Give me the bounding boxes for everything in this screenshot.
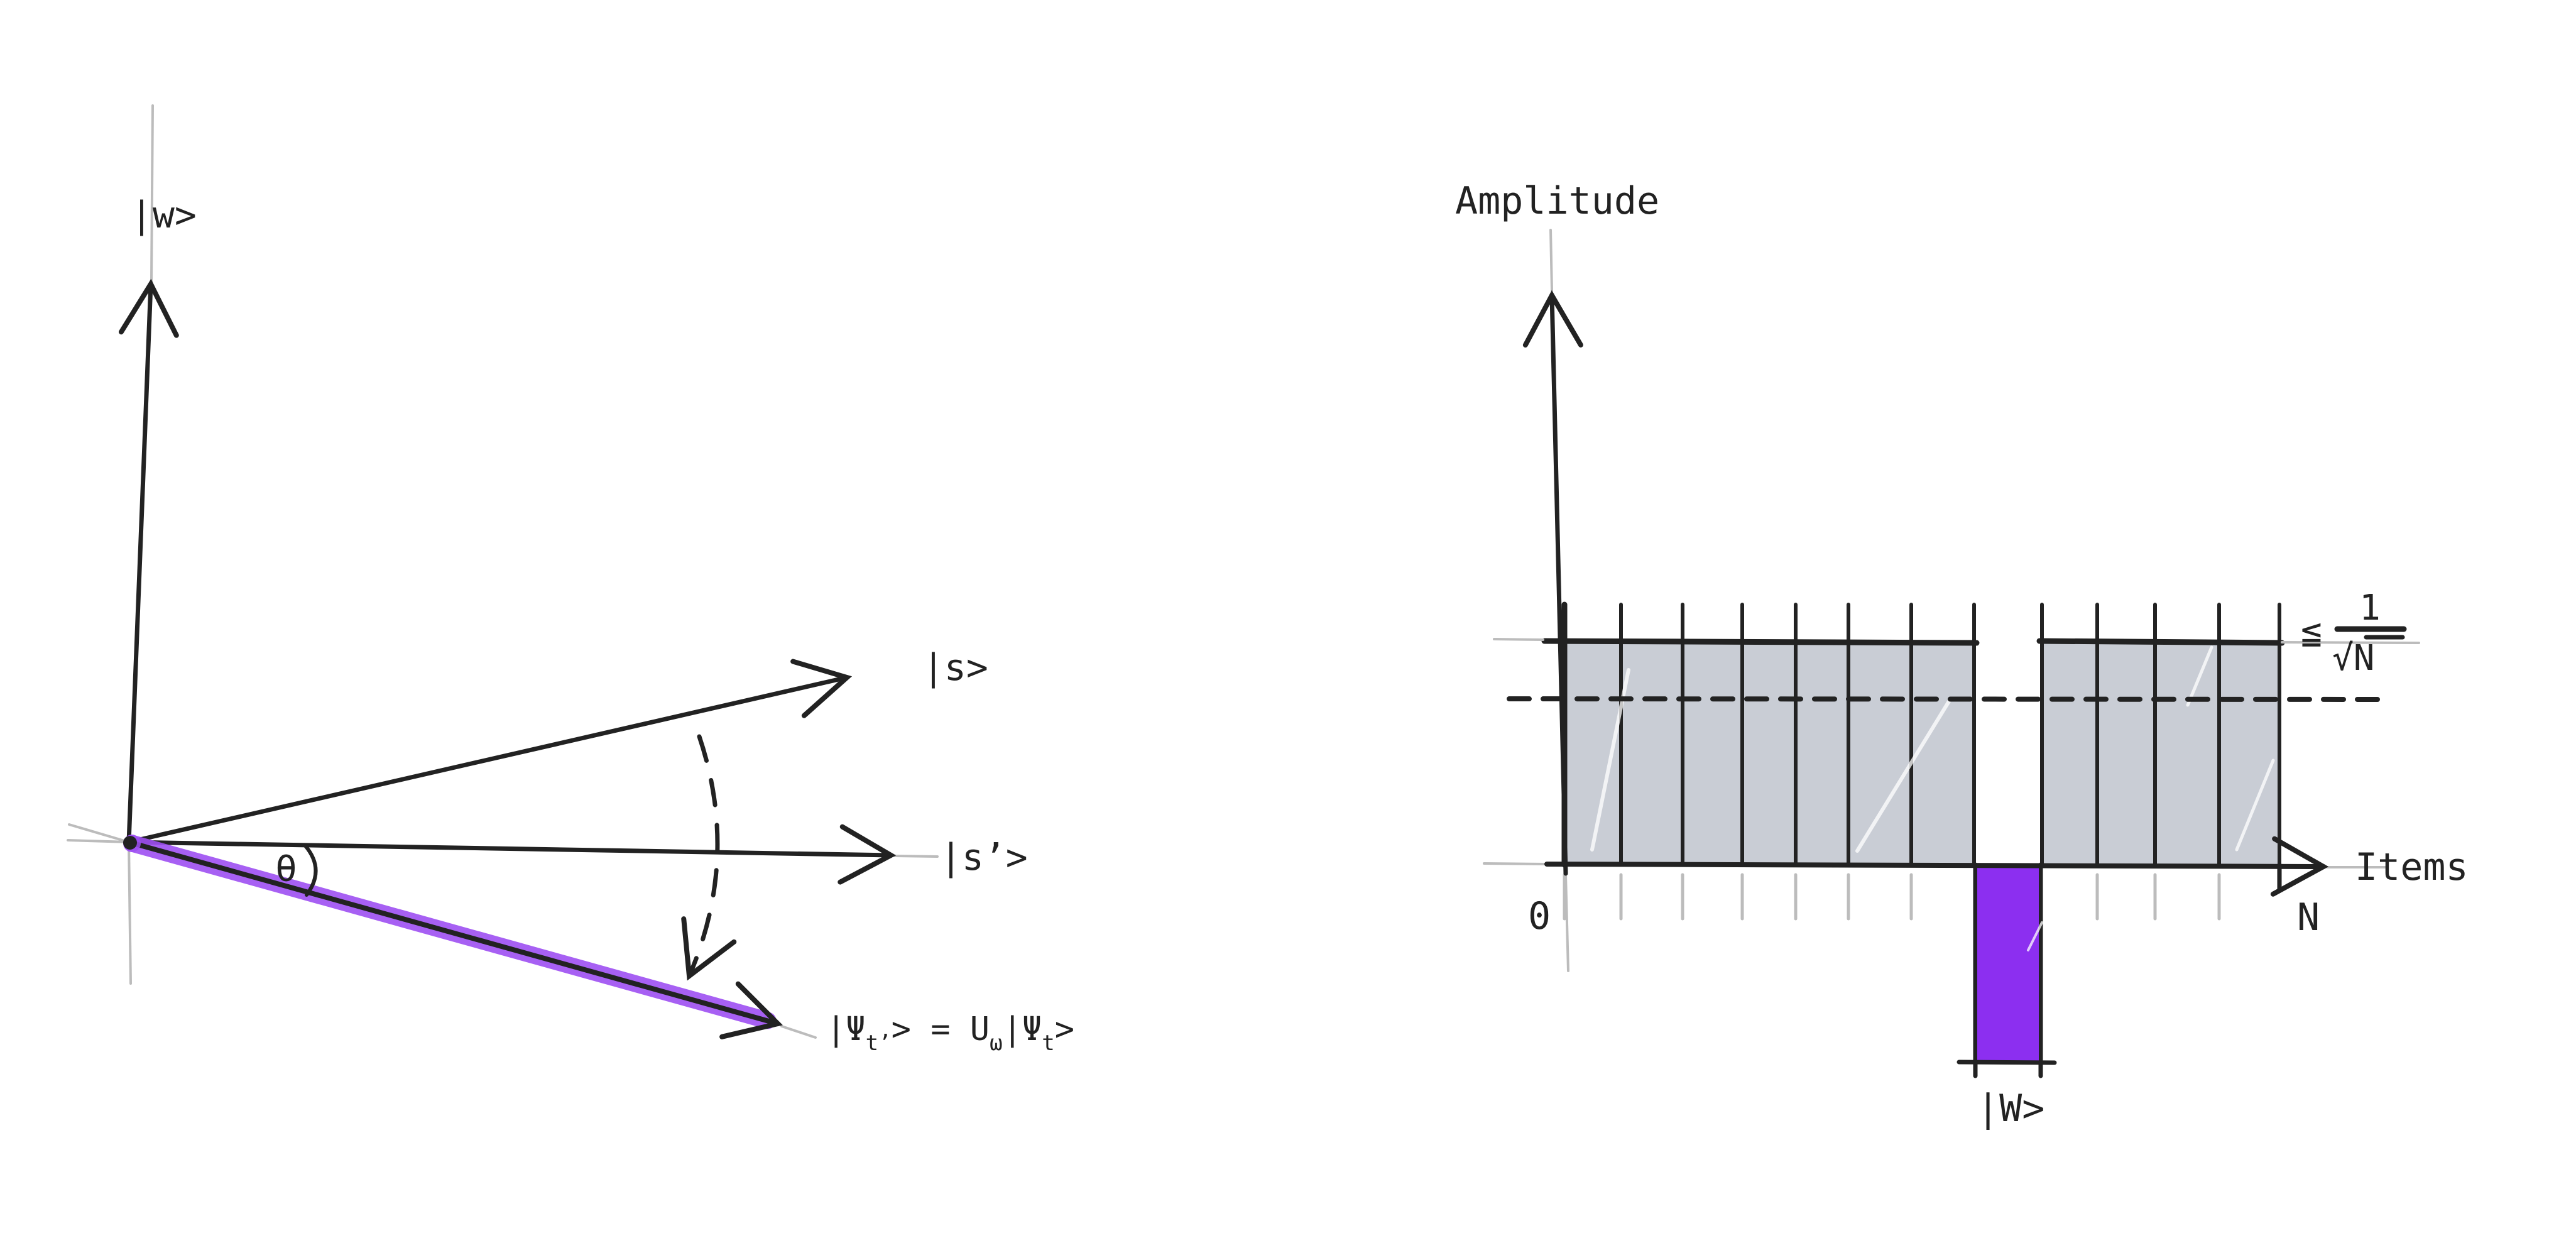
bars-layer <box>1541 601 2285 921</box>
x-axis-left-extension-line <box>67 839 130 843</box>
bars-top-edge-1 <box>1541 638 1980 646</box>
amplitude-bar-chart: Amplitude Items 0 N |W> ≦ 1 √N <box>1455 179 2469 1131</box>
rotation-dashed-arc <box>681 734 737 981</box>
origin-dot <box>123 836 137 850</box>
amplitude-axis-line <box>1522 290 1583 876</box>
streak-4 <box>2235 759 2275 852</box>
target-bar-layer <box>1957 862 2057 1078</box>
theta-angle-arc <box>303 844 318 897</box>
psi-vector-line <box>126 840 783 1039</box>
s-vector-line <box>126 659 853 845</box>
bound-denominator: √N <box>2332 638 2374 679</box>
w-axis-label: |w> <box>131 194 197 236</box>
s-prime-vector-label: |s’> <box>940 836 1028 879</box>
bars-top-left-extension-line <box>1493 638 1544 641</box>
psi-vector-extension-line <box>780 1025 817 1039</box>
s-prime-extension-line <box>893 855 939 858</box>
bars-top-right-extension-line <box>2281 641 2420 644</box>
state-vector-diagram: |w> |s> |s’> θ |Ψt’> = Uω|Ψt> <box>67 104 1074 1056</box>
s-prime-vector-line <box>126 824 897 885</box>
psi-equation-label: |Ψt’> = Uω|Ψt> <box>826 1011 1074 1056</box>
items-axis-line <box>1544 836 2329 897</box>
eq-psi2: |Ψ <box>1003 1011 1042 1048</box>
bound-leq-symbol: ≦ <box>2301 611 2322 652</box>
target-item-label: |W> <box>1977 1087 2044 1131</box>
x-axis-left-extension-line <box>1483 862 1548 865</box>
eq-psi1: |Ψ <box>826 1011 866 1048</box>
eq-ket-close: > <box>1055 1011 1074 1048</box>
eq-sub-t: t <box>1042 1031 1054 1056</box>
gray-bars-block-2 <box>2042 642 2279 865</box>
streak-3 <box>2186 645 2213 707</box>
origin-tick-label: 0 <box>1528 894 1551 938</box>
y-axis-lower-extension-line <box>128 841 132 985</box>
w-axis-line <box>118 278 179 845</box>
items-axis-label: Items <box>2355 845 2469 889</box>
gray-bars-block-1 <box>1564 642 1974 865</box>
psi-vector-back-extension-line <box>68 823 130 843</box>
s-vector-label: |s> <box>922 646 988 689</box>
bound-numerator: 1 <box>2359 588 2381 628</box>
eq-mid: > = U <box>892 1011 990 1048</box>
bars-top-edge-2 <box>2036 638 2285 646</box>
target-bar-streak <box>2027 921 2043 951</box>
target-bar <box>1977 867 2039 1061</box>
w-axis-extension-line <box>150 104 154 283</box>
amplitude-axis-lower-extension-line <box>1564 874 1569 972</box>
theta-label: θ <box>275 847 297 890</box>
streak-2 <box>1855 699 1951 853</box>
target-bar-bottom-edge <box>1957 1060 2057 1065</box>
n-tick-label: N <box>2297 896 2320 940</box>
eq-sub-omega: ω <box>990 1031 1002 1056</box>
amplitude-bound-annotation: ≦ 1 √N <box>2301 588 2407 679</box>
amplitude-axis-upper-extension-line <box>1549 229 1553 292</box>
amplitude-axis-label: Amplitude <box>1455 179 1659 223</box>
eq-sub-t-prime: t’ <box>866 1031 892 1056</box>
